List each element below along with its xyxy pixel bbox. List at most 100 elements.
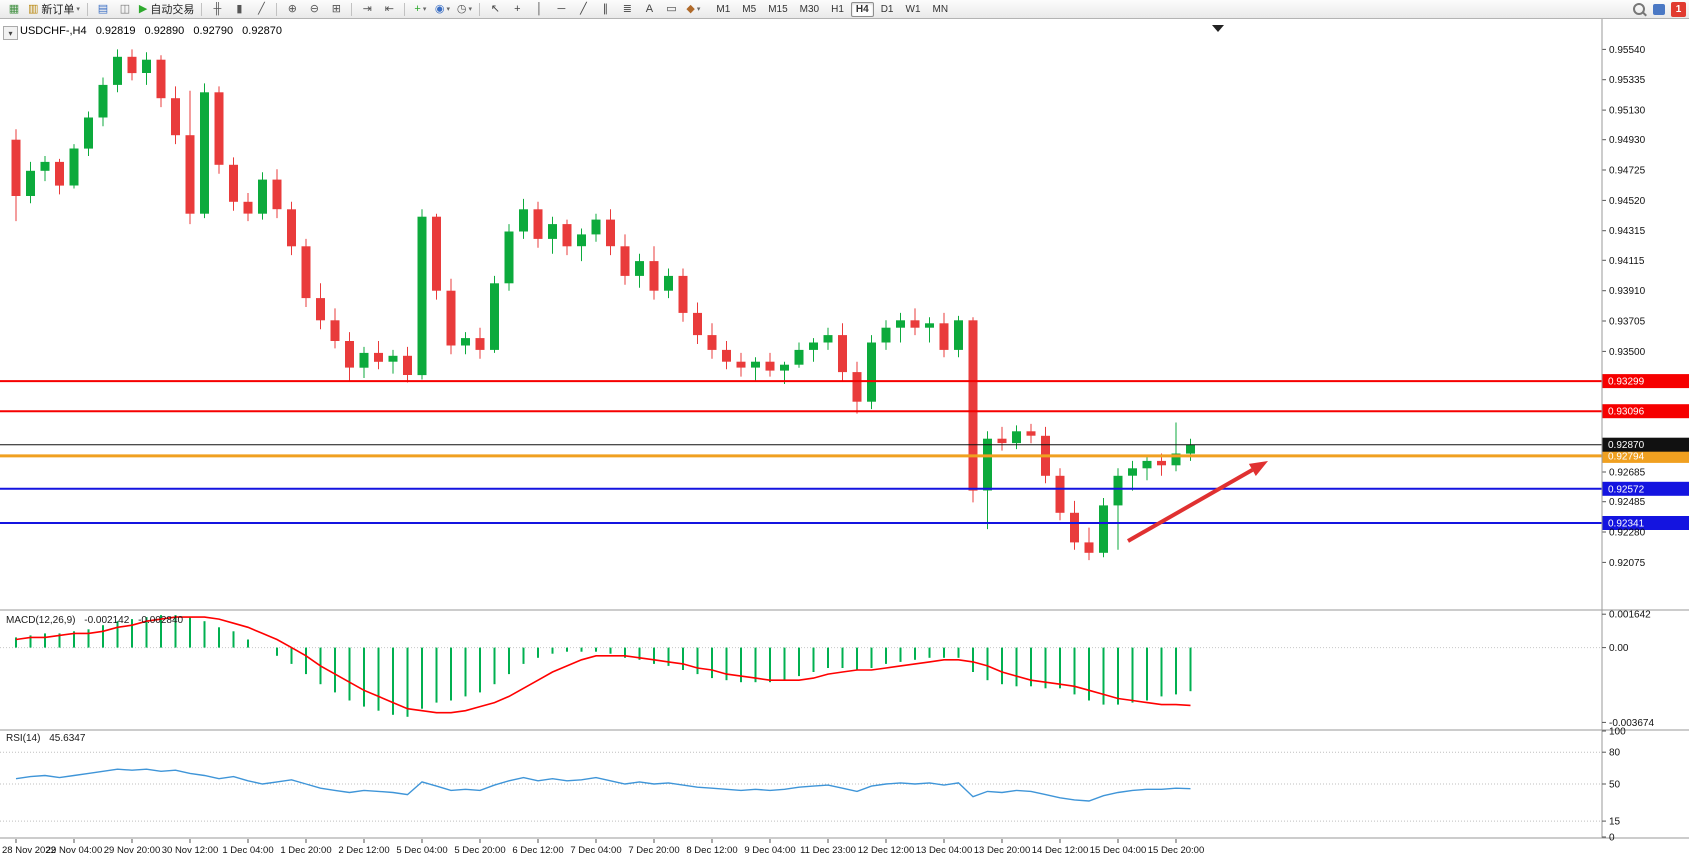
timeframe-h4-button[interactable]: H4 [850,1,874,17]
horizontal-price-lines[interactable]: 0.93299 0.93096 0.92794 0.92572 0.92341 0.928… [0,374,1689,530]
svg-text:0.00: 0.00 [1609,643,1629,654]
notification-badge[interactable]: 1 [1671,1,1686,17]
text-button[interactable]: A [639,1,659,17]
svg-text:8 Dec 12:00: 8 Dec 12:00 [686,845,737,856]
svg-text:0: 0 [1609,833,1615,844]
timeframe-m15-button[interactable]: M15 [768,3,788,15]
toolbar-separator [404,2,406,16]
toolbar-separator [276,2,278,16]
svg-text:7 Dec 20:00: 7 Dec 20:00 [628,845,679,856]
chart-window: ▾ USDCHF-,H4 0.92819 0.92890 0.92790 0.9… [0,19,1689,859]
chart-canvas[interactable]: 0.93299 0.93096 0.92794 0.92572 0.92341 0.928… [0,19,1689,859]
toolbar-separator [86,2,88,16]
svg-text:6 Dec 12:00: 6 Dec 12:00 [512,845,563,856]
fibonacci-button[interactable]: ≣ [617,1,637,17]
channel-button[interactable]: ∥ [595,1,615,17]
timeframe-bar: M1 M5 M15 M30 H1 H4 D1 W1 MN [710,1,954,17]
zoom-out-button[interactable]: ⊖ [304,1,324,17]
chart-shift-icon: ⇤ [384,2,394,15]
auto-scroll-button[interactable]: ⇥ [357,1,377,17]
svg-text:0.92280: 0.92280 [1609,528,1646,539]
data-window-button[interactable]: ◫ [115,1,135,17]
chat-icon[interactable] [1653,3,1665,15]
shapes-icon: ◆ [686,2,695,15]
svg-text:100: 100 [1609,727,1626,738]
objects-list-button[interactable]: ◉ ▾ [432,1,452,17]
vertical-line-button[interactable]: │ [529,1,549,17]
svg-text:15: 15 [1609,817,1621,828]
macd-indicator-label: MACD(12,26,9) -0.002142 -0.002840 [6,615,189,626]
price-axis[interactable]: 0.95540 0.95335 0.95130 0.94930 0.94725 0.945… [1602,45,1646,569]
autotrading-button[interactable]: ▶ 自动交易 [137,1,196,17]
search-icon[interactable] [1633,3,1645,15]
bar-chart-button[interactable]: ╫ [207,1,227,17]
svg-text:2 Dec 12:00: 2 Dec 12:00 [338,845,389,856]
svg-text:5 Dec 20:00: 5 Dec 20:00 [454,845,505,856]
svg-text:80: 80 [1609,748,1621,759]
cursor-button[interactable]: ↖ [485,1,505,17]
one-click-trading-toggle[interactable]: ▾ [3,26,18,40]
cursor-icon: ↖ [490,2,500,15]
market-watch-icon: ▤ [97,2,109,15]
chevron-down-icon: ▾ [696,6,701,13]
crosshair-button[interactable]: + [507,1,527,17]
scroll-marker-icon[interactable] [1212,25,1224,32]
zoom-in-button[interactable]: ⊕ [282,1,302,17]
trend-arrow[interactable] [1127,461,1268,543]
macd-pane: 0.001642 0.00 -0.003674 [0,610,1654,729]
svg-text:0.001642: 0.001642 [1609,610,1651,621]
horizontal-line-button[interactable]: ─ [551,1,571,17]
svg-text:0.93096: 0.93096 [1608,407,1645,418]
text-icon: A [645,2,654,15]
line-chart-button[interactable]: ╱ [251,1,271,17]
svg-text:0.93910: 0.93910 [1609,286,1646,297]
svg-text:0.95335: 0.95335 [1609,75,1646,86]
svg-text:0.95130: 0.95130 [1609,106,1646,117]
candlestick-series [11,49,1195,561]
timeframe-h1-button[interactable]: H1 [831,3,844,15]
svg-text:0.92341: 0.92341 [1608,519,1645,530]
timeframe-m1-button[interactable]: M1 [716,3,731,15]
auto-scroll-icon: ⇥ [362,2,372,15]
periods-button[interactable]: ◷ ▾ [454,1,474,17]
macd-axis: 0.001642 0.00 -0.003674 [1602,610,1654,729]
svg-text:30 Nov 12:00: 30 Nov 12:00 [162,845,219,856]
candlestick-chart-button[interactable]: ▮ [229,1,249,17]
svg-text:0.92485: 0.92485 [1609,497,1646,508]
timeframe-w1-button[interactable]: W1 [905,3,921,15]
svg-text:0.92870: 0.92870 [1608,440,1645,451]
toolbar-separator [479,2,481,16]
svg-text:0.93500: 0.93500 [1609,347,1646,358]
chart-shift-button[interactable]: ⇤ [379,1,399,17]
timeframe-m30-button[interactable]: M30 [799,3,820,15]
shapes-button[interactable]: ◆ ▾ [683,1,703,17]
svg-text:12 Dec 12:00: 12 Dec 12:00 [858,845,915,856]
svg-text:50: 50 [1609,780,1621,791]
text-label-button[interactable]: ▭ [661,1,681,17]
add-indicator-button[interactable]: + ▾ [410,1,430,17]
tile-windows-icon: ⊞ [331,2,341,15]
chevron-down-icon: ▾ [468,6,472,13]
trendline-button[interactable]: ╱ [573,1,593,17]
market-watch-button[interactable]: ▤ [93,1,113,17]
svg-text:0.92794: 0.92794 [1608,451,1645,462]
svg-text:14 Dec 12:00: 14 Dec 12:00 [1032,845,1089,856]
svg-text:15 Dec 04:00: 15 Dec 04:00 [1090,845,1147,856]
timeframe-d1-button[interactable]: D1 [880,3,894,15]
new-order-label: 新订单 [41,4,75,16]
timeframe-m5-button[interactable]: M5 [742,3,757,15]
macd-signal-line [15,616,1191,714]
high-value: 0.92890 [144,25,185,37]
trendline-icon: ╱ [580,2,587,15]
svg-text:0.92685: 0.92685 [1609,468,1646,479]
new-order-icon: ▥ [28,2,39,15]
tile-windows-button[interactable]: ⊞ [326,1,346,17]
candlestick-chart-icon: ▮ [236,2,243,15]
new-order-button[interactable]: ▥ 新订单 ▾ [26,1,82,17]
svg-text:29 Nov 20:00: 29 Nov 20:00 [104,845,161,856]
svg-text:7 Dec 04:00: 7 Dec 04:00 [570,845,621,856]
new-chart-button[interactable]: ▦ [4,1,24,17]
timeframe-mn-button[interactable]: MN [932,3,949,15]
